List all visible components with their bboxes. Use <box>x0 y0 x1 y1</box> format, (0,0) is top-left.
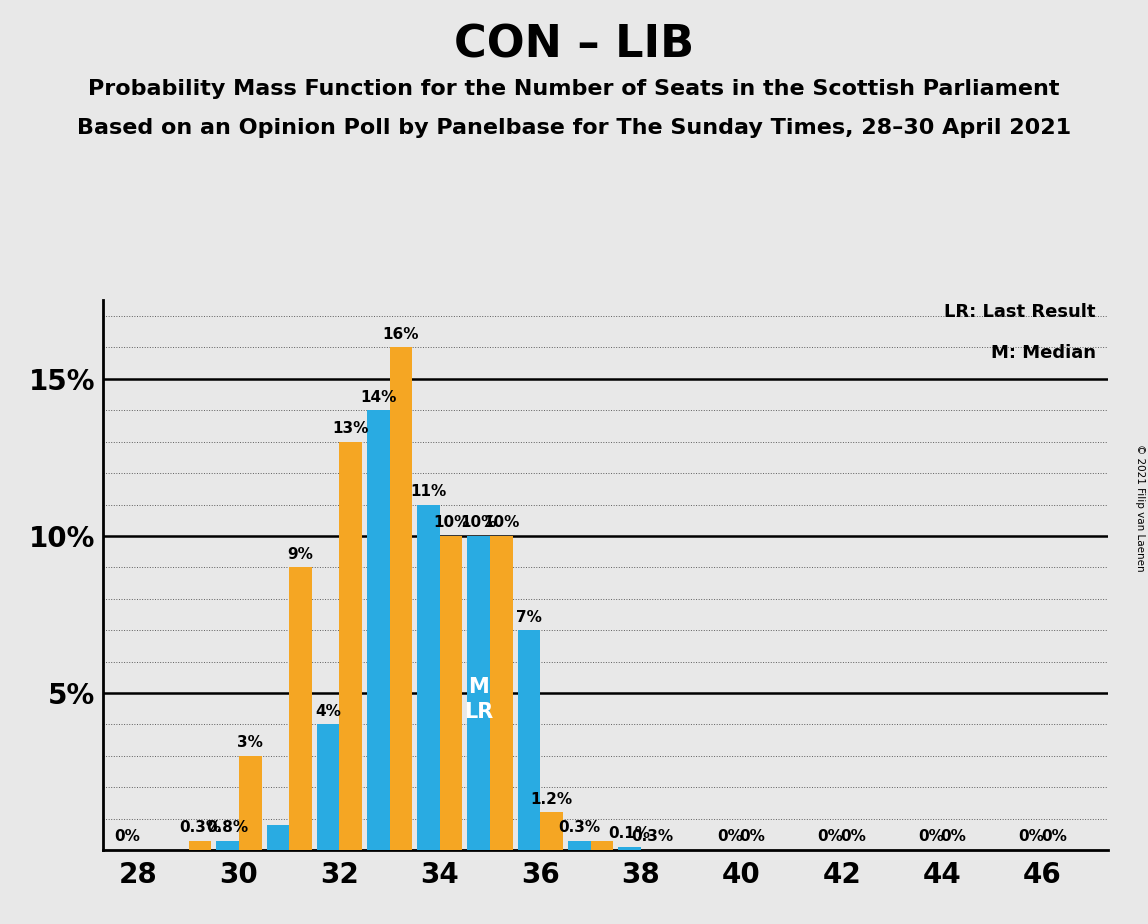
Bar <box>618 847 641 850</box>
Bar <box>490 536 513 850</box>
Bar <box>216 841 239 850</box>
Text: 0%: 0% <box>918 830 944 845</box>
Text: 0%: 0% <box>1041 830 1066 845</box>
Text: 1.2%: 1.2% <box>530 792 573 807</box>
Text: 0%: 0% <box>718 830 743 845</box>
Text: M
LR: M LR <box>464 677 494 722</box>
Text: M: Median: M: Median <box>991 345 1095 362</box>
Text: 11%: 11% <box>410 484 447 499</box>
Bar <box>367 410 389 850</box>
Bar <box>389 347 412 850</box>
Text: 10%: 10% <box>460 516 497 530</box>
Text: Probability Mass Function for the Number of Seats in the Scottish Parliament: Probability Mass Function for the Number… <box>88 79 1060 99</box>
Text: 16%: 16% <box>382 327 419 342</box>
Bar <box>266 825 289 850</box>
Bar <box>467 536 490 850</box>
Bar <box>340 442 362 850</box>
Text: 0%: 0% <box>115 830 140 845</box>
Bar <box>417 505 440 850</box>
Bar <box>590 841 613 850</box>
Text: 13%: 13% <box>333 421 369 436</box>
Text: 0%: 0% <box>739 830 766 845</box>
Text: 0%: 0% <box>817 830 844 845</box>
Text: 0.1%: 0.1% <box>608 826 651 841</box>
Bar <box>518 630 541 850</box>
Text: 0.8%: 0.8% <box>207 820 249 835</box>
Text: 9%: 9% <box>287 547 313 562</box>
Bar <box>239 756 262 850</box>
Text: 7%: 7% <box>517 610 542 625</box>
Text: Based on an Opinion Poll by Panelbase for The Sunday Times, 28–30 April 2021: Based on an Opinion Poll by Panelbase fo… <box>77 118 1071 139</box>
Text: 3%: 3% <box>238 736 263 750</box>
Text: CON – LIB: CON – LIB <box>453 23 695 67</box>
Text: 0%: 0% <box>940 830 967 845</box>
Text: 10%: 10% <box>483 516 520 530</box>
Text: 10%: 10% <box>433 516 470 530</box>
Text: 0.3%: 0.3% <box>631 830 673 845</box>
Bar <box>541 812 563 850</box>
Bar <box>440 536 463 850</box>
Text: 0.3%: 0.3% <box>179 820 222 835</box>
Text: 0%: 0% <box>840 830 866 845</box>
Bar <box>568 841 590 850</box>
Bar <box>289 567 312 850</box>
Bar <box>317 724 340 850</box>
Text: 0.3%: 0.3% <box>558 820 600 835</box>
Text: © 2021 Filip van Laenen: © 2021 Filip van Laenen <box>1135 444 1145 572</box>
Text: LR: Last Result: LR: Last Result <box>945 303 1095 321</box>
Text: 0%: 0% <box>1018 830 1045 845</box>
Text: 14%: 14% <box>360 390 396 405</box>
Text: 4%: 4% <box>316 704 341 719</box>
Bar <box>188 841 211 850</box>
